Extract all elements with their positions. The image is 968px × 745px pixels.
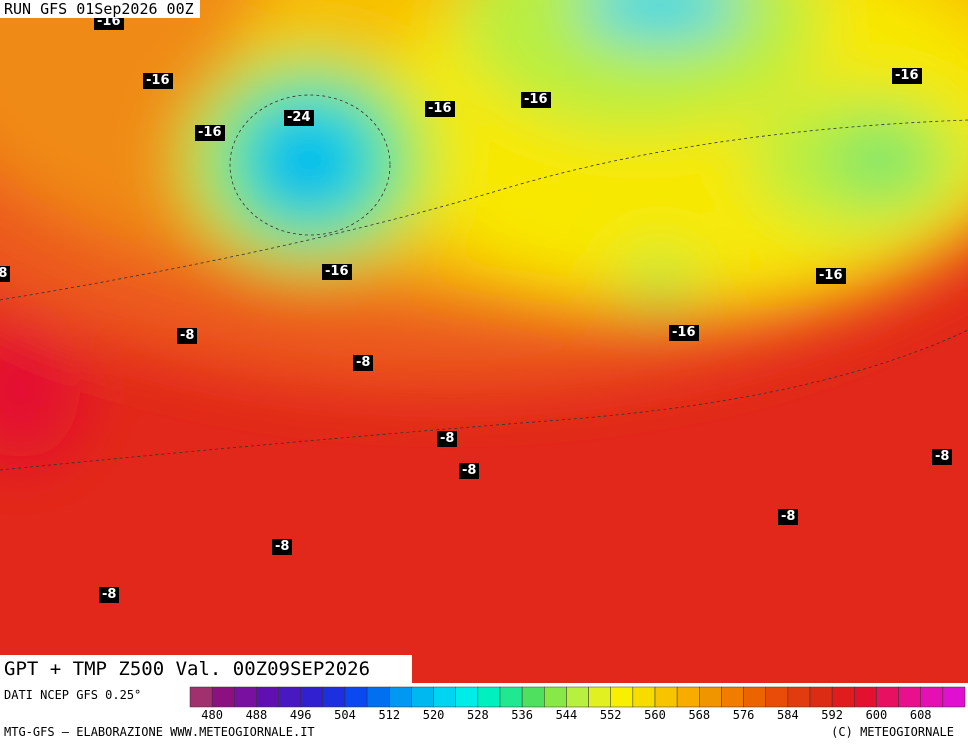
colorbar-swatch — [455, 686, 479, 708]
colorbar-label: 576 — [733, 708, 755, 722]
colorbar: 480 488 496 504 512 520 528 536 544 552 560 568 576 5… — [189, 686, 966, 722]
contour-label: -16 — [816, 268, 846, 284]
colorbar-label: 608 — [910, 708, 932, 722]
colorbar-label: 560 — [644, 708, 666, 722]
contour-label: -8 — [99, 587, 120, 603]
contour-label: -8 — [0, 266, 11, 282]
colorbar-swatch — [411, 686, 434, 708]
contour-label: -16 — [425, 101, 455, 117]
colorbar-swatch — [234, 686, 257, 708]
colorbar-swatch — [389, 686, 412, 708]
colorbar-label: 544 — [556, 708, 578, 722]
colorbar-swatch — [433, 686, 456, 708]
colorbar-swatch — [588, 686, 611, 708]
colorbar-swatch — [610, 686, 634, 708]
colorbar-swatch — [499, 686, 523, 708]
colorbar-swatch — [876, 686, 899, 708]
colorbar-label: 536 — [511, 708, 533, 722]
contour-label: -16 — [521, 92, 551, 108]
colorbar-label: 480 — [201, 708, 223, 722]
map-title: GPT + TMP Z500 Val. 00Z09SEP2026 — [0, 655, 412, 683]
contour-label: -8 — [932, 449, 953, 465]
contour-label: -16 — [669, 325, 699, 341]
run-label: RUN GFS 01Sep2026 00Z — [0, 0, 200, 18]
colorbar-swatch — [743, 686, 766, 708]
colorbar-label: 488 — [246, 708, 268, 722]
colorbar-swatch — [322, 686, 346, 708]
colorbar-swatch — [256, 686, 279, 708]
colorbar-swatch — [211, 686, 235, 708]
colorbar-label: 496 — [290, 708, 312, 722]
contour-label: -8 — [459, 463, 480, 479]
footer-left: MTG-GFS — ELABORAZIONE WWW.METEOGIORNALE… — [4, 725, 315, 739]
contour-label: -24 — [284, 110, 314, 126]
colorbar-swatch — [942, 686, 966, 708]
colorbar-label: 520 — [423, 708, 445, 722]
contour-label: -16 — [322, 264, 352, 280]
colorbar-swatch — [765, 686, 789, 708]
colorbar-label: 584 — [777, 708, 799, 722]
colorbar-swatch — [366, 686, 390, 708]
colorbar-label: 504 — [334, 708, 356, 722]
contour-label: -16 — [195, 125, 225, 141]
contour-label: -16 — [892, 68, 922, 84]
contour-label: -8 — [177, 328, 198, 344]
contour-label: -16 — [143, 73, 173, 89]
colorbar-swatch — [721, 686, 744, 708]
contour-label: -8 — [272, 539, 293, 555]
colorbar-label: 568 — [688, 708, 710, 722]
source-label: DATI NCEP GFS 0.25° — [4, 688, 142, 702]
colorbar-swatch — [566, 686, 589, 708]
contour-label: -8 — [353, 355, 374, 371]
colorbar-swatch — [699, 686, 722, 708]
colorbar-swatch — [300, 686, 324, 708]
colorbar-swatch — [544, 686, 567, 708]
colorbar-swatch — [477, 686, 501, 708]
colorbar-swatch — [831, 686, 855, 708]
colorbar-swatch — [854, 686, 877, 708]
colorbar-label: 600 — [866, 708, 888, 722]
colorbar-swatch — [189, 686, 213, 708]
footer-right: (C) METEOGIORNALE — [831, 725, 954, 739]
colorbar-swatch — [676, 686, 700, 708]
colorbar-label: 592 — [821, 708, 843, 722]
contour-label: -8 — [778, 509, 799, 525]
colorbar-swatch — [344, 686, 368, 708]
colorbar-swatch — [632, 686, 656, 708]
colorbar-label: 512 — [378, 708, 400, 722]
contour-label: -8 — [437, 431, 458, 447]
colorbar-swatch — [920, 686, 944, 708]
colorbar-swatch — [898, 686, 921, 708]
colorbar-swatch — [278, 686, 301, 708]
colorbar-label: 528 — [467, 708, 489, 722]
colorbar-swatch — [654, 686, 678, 708]
colorbar-swatch — [809, 686, 833, 708]
weather-map — [0, 0, 968, 683]
colorbar-label: 552 — [600, 708, 622, 722]
colorbar-swatch — [787, 686, 811, 708]
colorbar-swatch — [521, 686, 545, 708]
